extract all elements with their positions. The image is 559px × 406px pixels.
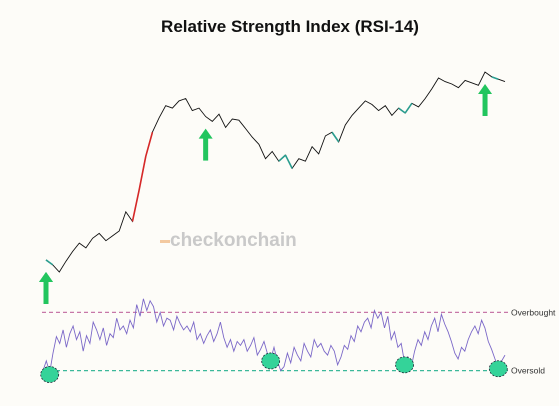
signal-arrow xyxy=(39,271,53,304)
signal-arrow-head xyxy=(39,271,53,282)
rsi-series xyxy=(42,298,506,373)
price-oversold-segment xyxy=(398,107,406,114)
price-oversold-segment xyxy=(45,259,54,266)
signal-arrow-shaft xyxy=(43,279,49,304)
rsi-line xyxy=(42,298,506,373)
price-series xyxy=(45,71,506,273)
price-line xyxy=(45,71,506,273)
signal-arrow-shaft xyxy=(203,136,209,161)
oversold-marker xyxy=(40,366,60,383)
signal-arrow xyxy=(198,128,213,161)
price-oversold-segment xyxy=(278,154,287,162)
price-oversold-segment xyxy=(491,76,499,80)
chart-title: Relative Strength Index (RSI-14) xyxy=(161,17,419,36)
watermark: checkonchain xyxy=(170,230,297,251)
oversold-marker xyxy=(488,360,508,378)
signal-markers xyxy=(39,84,508,383)
signal-arrow xyxy=(478,84,493,116)
oversold-marker xyxy=(261,352,281,370)
price-oversold-segment xyxy=(404,102,413,114)
price-overbought-segment xyxy=(131,189,140,222)
oversold-label: Oversold xyxy=(511,366,545,376)
price-overbought-segment xyxy=(138,156,147,191)
price-oversold-segment xyxy=(331,131,340,143)
price-overbought-segment xyxy=(145,132,154,157)
watermark-underscore xyxy=(160,240,170,243)
signal-arrow-head xyxy=(198,128,213,139)
overbought-label: Overbought xyxy=(511,307,556,317)
oversold-marker xyxy=(395,356,414,374)
signal-arrow-shaft xyxy=(482,92,488,116)
price-oversold-segment xyxy=(284,154,293,169)
signal-arrow-head xyxy=(478,84,493,94)
